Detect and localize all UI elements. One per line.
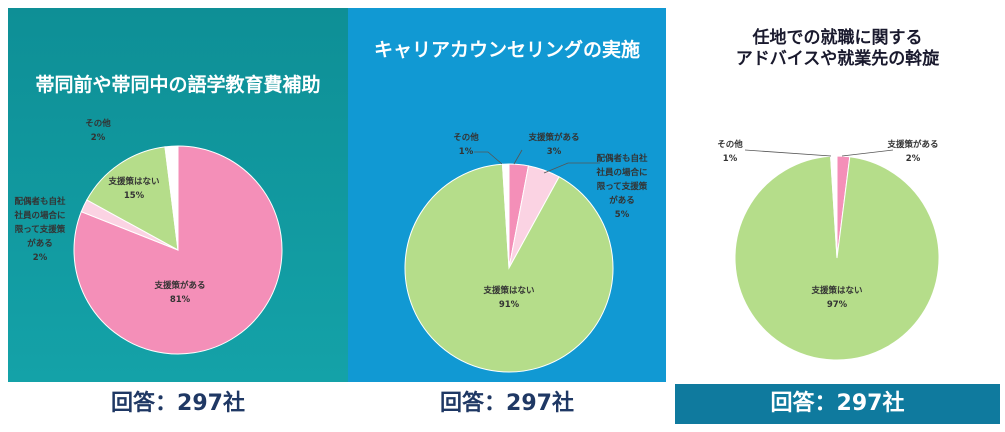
slice-label-line: がある [609,195,635,206]
slice-value: 15% [124,191,145,201]
slice-label: 配偶者も自社社員の場合に限って支援策がある 2% [13,196,66,263]
chart-title-line: キャリアカウンセリングの実施 [373,39,640,61]
slice-label-line: 支援策はない [482,285,534,296]
slice-label: 支援策はない 97% [810,285,862,310]
slice-label: 支援策がある 2% [886,139,938,164]
slice-label: その他 1% [717,139,743,164]
slice-value: 5% [615,210,630,220]
pie-slice [734,155,940,361]
chart-title-line-2: アドバイスや就業先の斡旋 [735,49,940,69]
chart-title-line-1: 任地での就職に関する [752,28,923,48]
slice-value: 1% [459,147,474,157]
slice-value: 2% [906,154,921,164]
pie-chart-career-counseling: 支援策がある 3% 配偶者も自社社員の場合に限って支援策がある 5% 支援策はない 91%… [404,132,648,373]
slice-value: 97% [827,300,848,310]
chart-title-line: 帯同前や帯同中の語学教育費補助 [35,74,321,96]
slice-label-line: がある [27,238,53,249]
chart-title: キャリアカウンセリングの実施 [348,39,666,61]
slice-label-line: 支援策がある [153,280,205,291]
slice-value: 81% [170,295,191,305]
slice-label: その他 1% [453,132,479,157]
pie-slice [404,163,614,373]
pie-slice [164,145,179,251]
chart-panel-language-subsidy: 帯同前や帯同中の語学教育費補助 支援策がある 81% 配偶者も自社社員の場合に限って… [8,8,348,382]
slice-value: 1% [723,154,738,164]
slice-label: 配偶者も自社社員の場合に限って支援策がある 5% [595,153,648,220]
slice-label-line: 支援策はない [810,285,862,296]
leader-line [744,149,832,157]
slice-label: その他 2% [85,118,111,143]
slice-value: 2% [91,133,106,143]
response-count: 回答：297社 [440,391,574,416]
leader-line [841,149,894,157]
slice-value: 91% [499,300,520,310]
slice-label-line: 社員の場合に [595,167,647,178]
slice-label-line: 限って支援策 [597,181,648,192]
slice-value: 2% [33,253,48,263]
pie-chart-language-subsidy: 支援策がある 81% 配偶者も自社社員の場合に限って支援策がある 2% 支援策はない 15… [13,118,283,355]
slice-label-line: 支援策はない [107,176,159,187]
response-count: 回答：297社 [675,384,1000,424]
slice-label-line: 限って支援策 [15,224,66,235]
pie-slice [501,163,510,269]
pie-slice [86,146,179,251]
chart-panel-career-counseling: キャリアカウンセリングの実施 支援策がある 3% 配偶者も自社社員の場合に限って支援… [348,8,666,382]
slice-label-line: その他 [85,118,111,129]
slice-label: 支援策はない 15% [107,176,159,201]
chart-panel-job-placement: 任地での就職に関する アドバイスや就業先の斡旋 支援策がある 2% 支援策はない 97… [675,8,1000,382]
slice-label-line: 配偶者も自社 [596,153,648,164]
slice-label-line: 社員の場合に [13,210,65,221]
leader-line [543,162,600,174]
slice-label-line: 配偶者も自社 [14,196,66,207]
slice-label-line: その他 [717,139,743,150]
slice-label: 支援策がある 3% [527,132,579,157]
slice-label: 支援策はない 91% [482,285,534,310]
slice-label-line: 支援策がある [527,132,579,143]
slice-value: 3% [547,147,562,157]
pie-chart-job-placement: 支援策がある 2% 支援策はない 97% その他 1% [717,139,940,361]
slice-label-line: 支援策がある [886,139,938,150]
leader-line [513,149,523,165]
leader-line [474,151,503,165]
slice-label-line: その他 [453,132,479,143]
chart-title: 帯同前や帯同中の語学教育費補助 [8,74,348,96]
chart-title: 任地での就職に関する アドバイスや就業先の斡旋 [675,28,1000,70]
response-count: 回答：297社 [111,391,245,416]
slice-label: 支援策がある 81% [153,280,205,305]
